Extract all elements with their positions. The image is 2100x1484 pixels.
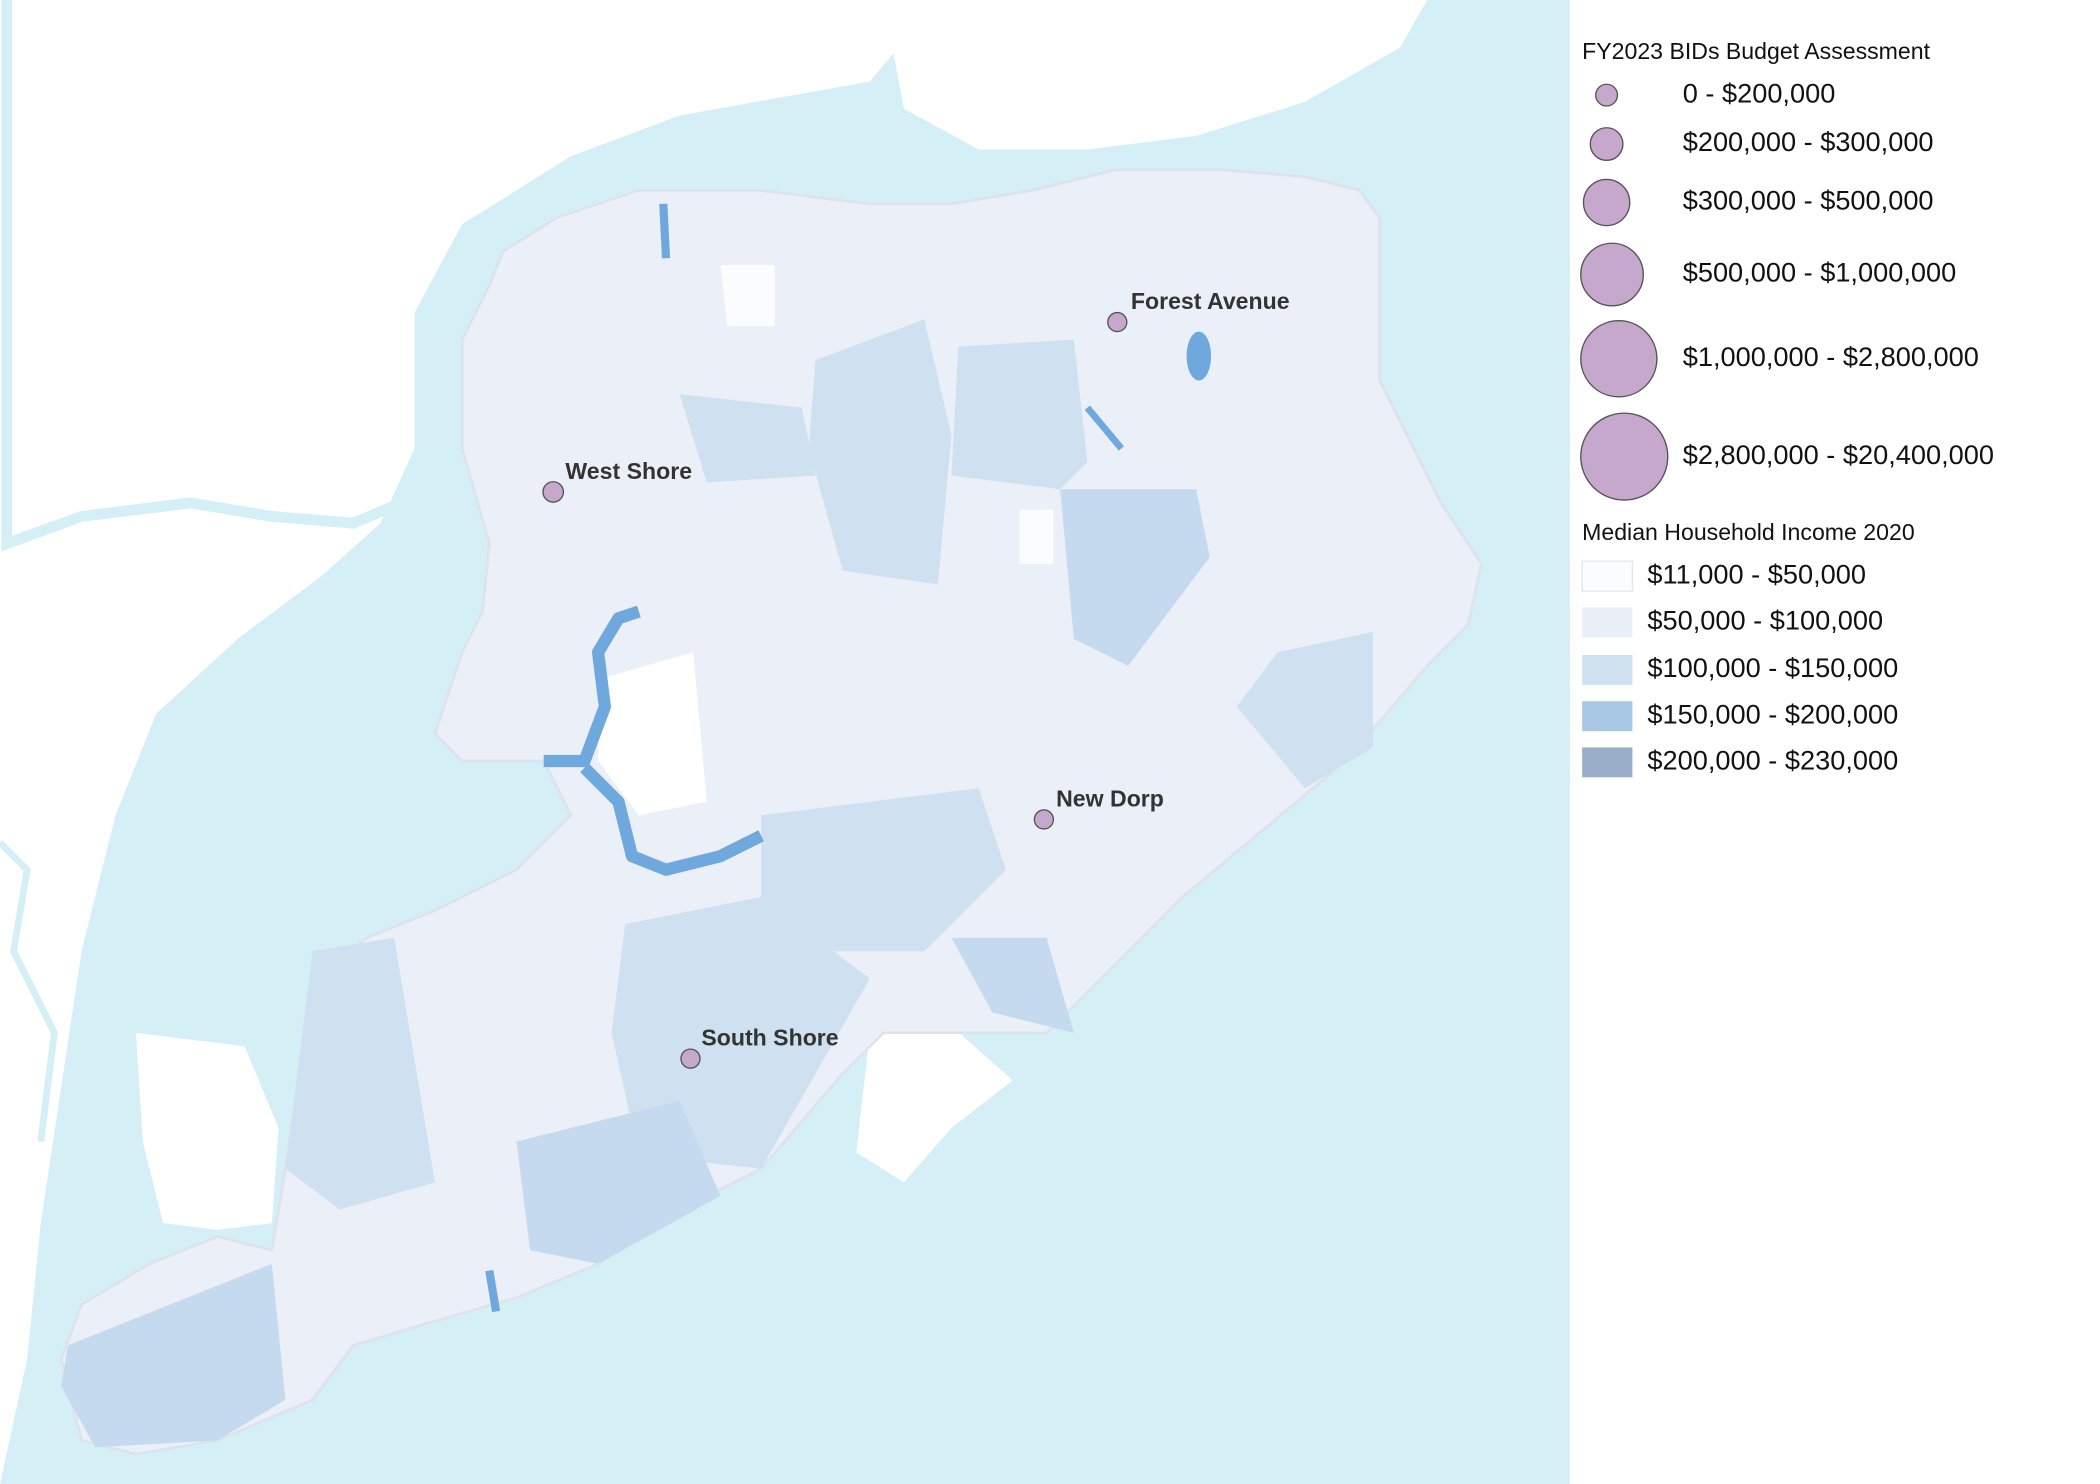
legend: FY2023 BIDs Budget Assessment 0 - $200,0… xyxy=(1580,38,1994,778)
wetland xyxy=(659,203,671,259)
legend-label: 0 - $200,000 xyxy=(1683,77,1836,108)
legend-label: $300,000 - $500,000 xyxy=(1683,185,1934,216)
land-bayonne xyxy=(883,0,1428,150)
lake xyxy=(1186,331,1212,381)
legend-swatch xyxy=(1581,560,1634,592)
legend-label: $2,800,000 - $20,400,000 xyxy=(1683,439,1994,470)
land-nj xyxy=(135,1032,279,1230)
income-zone xyxy=(611,896,870,1169)
legend-label: $200,000 - $230,000 xyxy=(1647,745,1898,776)
land-nj xyxy=(0,0,938,1484)
income-zone xyxy=(285,937,435,1210)
income-zone xyxy=(516,1100,721,1264)
income-zone xyxy=(679,394,816,483)
place-label: New Dorp xyxy=(1056,786,1164,812)
bid-marker xyxy=(1107,311,1128,333)
legend-swatch xyxy=(1582,747,1633,778)
bid-marker xyxy=(542,481,565,503)
lake xyxy=(1084,405,1124,451)
wetland xyxy=(485,1269,501,1313)
income-zone xyxy=(761,788,1006,952)
bid-markers: Forest Avenue West Shore New Dorp South … xyxy=(542,288,1290,1069)
fresh-kills xyxy=(598,652,707,816)
legend-symbol xyxy=(1582,178,1631,227)
legend-label: $150,000 - $200,000 xyxy=(1647,698,1898,729)
income-zone xyxy=(808,319,952,585)
waterway xyxy=(0,840,58,1142)
legend-symbol xyxy=(1580,242,1644,307)
legend-symbol xyxy=(1595,83,1619,107)
creek xyxy=(543,605,764,876)
legend-title: FY2023 BIDs Budget Assessment xyxy=(1582,38,1930,64)
income-zone xyxy=(951,339,1088,490)
map: Forest Avenue West Shore New Dorp South … xyxy=(0,0,1570,1484)
waterway xyxy=(1,0,404,552)
place-label: Forest Avenue xyxy=(1131,288,1290,314)
income-zone xyxy=(61,1263,286,1448)
place-label: West Shore xyxy=(565,458,692,484)
legend-label: $11,000 - $50,000 xyxy=(1647,558,1866,589)
legend-title: Median Household Income 2020 xyxy=(1582,519,1915,545)
legend-swatch xyxy=(1582,655,1633,685)
legend-symbol xyxy=(1580,320,1658,398)
legend-label: $1,000,000 - $2,800,000 xyxy=(1683,341,1979,372)
income-zone xyxy=(720,265,775,327)
legend-swatch xyxy=(1582,701,1633,732)
place-label: South Shore xyxy=(701,1025,838,1051)
legend-label: $100,000 - $150,000 xyxy=(1647,652,1898,683)
bid-marker xyxy=(1033,809,1055,830)
legend-label: $50,000 - $100,000 xyxy=(1647,605,1883,636)
bid-marker xyxy=(680,1048,701,1069)
income-zone xyxy=(1019,509,1054,564)
land-point xyxy=(856,1026,1013,1183)
income-zone xyxy=(1060,489,1210,666)
legend-symbol xyxy=(1589,127,1624,162)
legend-label: $200,000 - $300,000 xyxy=(1683,126,1934,157)
income-zone xyxy=(951,937,1074,1033)
legend-swatch xyxy=(1582,607,1633,638)
legend-label: $500,000 - $1,000,000 xyxy=(1683,257,1957,288)
income-zone xyxy=(1236,631,1373,789)
legend-symbol xyxy=(1580,412,1669,501)
